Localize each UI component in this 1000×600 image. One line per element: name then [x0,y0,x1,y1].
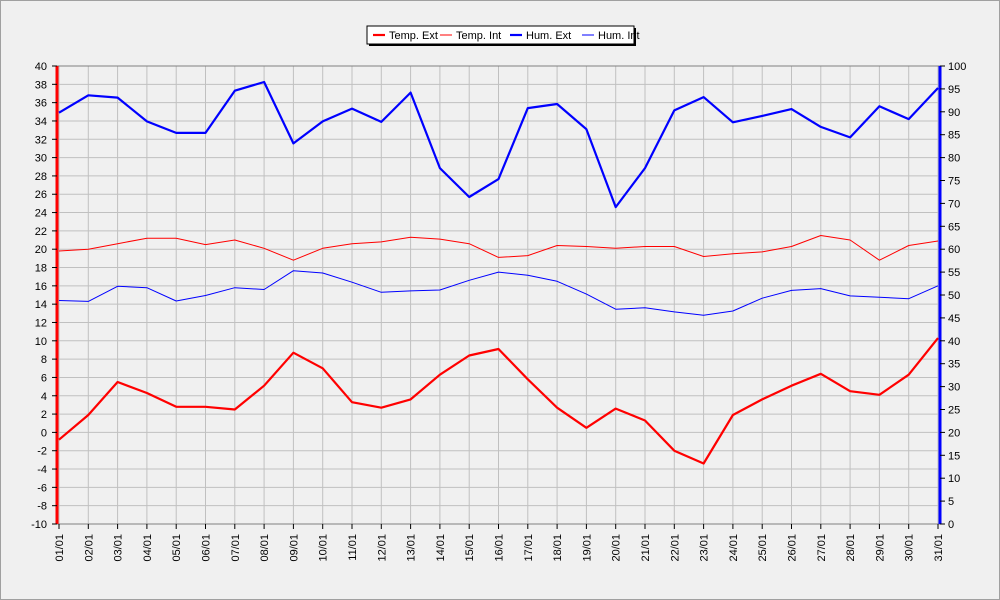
x-tick-label-26: 27/01 [816,534,828,562]
right-tick-label-0: 100 [948,61,966,73]
legend-label-3: Hum. Int [598,30,640,42]
chart-legend: Temp. Ext Temp. Int Hum. Ext Hum. Int [366,25,640,46]
x-tick-label-6: 07/01 [230,534,242,562]
left-tick-label-7: 26 [35,189,47,201]
left-tick-label-5: 30 [35,153,47,165]
series-line-2 [58,80,939,209]
right-tick-label-6: 70 [948,198,960,210]
left-tick-label-12: 16 [35,281,47,293]
x-tick-label-22: 23/01 [699,534,711,562]
right-tick-label-5: 75 [948,176,960,188]
x-tick-label-8: 09/01 [288,534,300,562]
left-tick-label-20: 0 [41,427,47,439]
series-line-0 [58,337,939,465]
right-tick-label-4: 80 [948,153,960,165]
left-tick-label-14: 12 [35,317,47,329]
right-tick-label-3: 85 [948,130,960,142]
grid-lines [57,65,940,525]
x-tick-label-17: 18/01 [552,534,564,562]
x-tick-label-5: 06/01 [201,534,213,562]
right-tick-label-12: 40 [948,336,960,348]
x-tick-label-15: 16/01 [494,534,506,562]
right-tick-label-8: 60 [948,244,960,256]
right-tick-label-11: 45 [948,313,960,325]
left-axis-ticks: 4038363432302826242220181614121086420-2-… [31,61,57,531]
x-tick-label-19: 20/01 [611,534,623,562]
right-tick-label-9: 55 [948,267,960,279]
left-tick-label-16: 8 [41,354,47,366]
x-tick-label-29: 30/01 [904,534,916,562]
legend-box [366,25,635,45]
right-tick-label-1: 95 [948,84,960,96]
legend-label-1: Temp. Int [456,30,501,42]
left-tick-label-21: -2 [37,446,47,458]
x-tick-label-1: 02/01 [83,534,95,562]
right-tick-label-20: 0 [948,519,954,531]
left-tick-label-3: 34 [35,116,47,128]
left-tick-label-8: 24 [35,208,47,220]
right-tick-label-2: 90 [948,107,960,119]
left-tick-label-6: 28 [35,171,47,183]
series-lines [58,80,939,465]
legend-label-2: Hum. Ext [526,30,571,42]
left-tick-label-24: -8 [37,501,47,513]
right-tick-label-14: 30 [948,382,960,394]
left-tick-label-25: -10 [31,519,47,531]
x-tick-label-21: 22/01 [669,534,681,562]
left-tick-label-11: 18 [35,263,47,275]
left-tick-label-19: 2 [41,409,47,421]
x-tick-label-27: 28/01 [845,534,857,562]
left-tick-label-1: 38 [35,79,47,91]
right-tick-label-7: 65 [948,221,960,233]
right-axis-ticks: 1009590858075706560555045403530252015105… [940,61,966,531]
x-tick-label-3: 04/01 [142,534,154,562]
series-line-1 [58,235,939,261]
x-tick-label-4: 05/01 [171,534,183,562]
left-tick-label-17: 6 [41,372,47,384]
x-tick-label-20: 21/01 [640,534,652,562]
left-tick-label-0: 40 [35,61,47,73]
x-tick-label-25: 26/01 [787,534,799,562]
x-tick-label-12: 13/01 [406,534,418,562]
legend-label-0: Temp. Ext [389,30,438,42]
x-tick-label-7: 08/01 [259,534,271,562]
x-tick-label-16: 17/01 [523,534,535,562]
x-tick-label-0: 01/01 [54,534,66,562]
left-tick-label-9: 22 [35,226,47,238]
right-tick-label-13: 35 [948,359,960,371]
x-tick-label-18: 19/01 [581,534,593,562]
x-tick-label-13: 14/01 [435,534,447,562]
x-tick-label-10: 11/01 [347,534,359,561]
x-tick-label-23: 24/01 [728,534,740,562]
left-tick-label-15: 10 [35,336,47,348]
right-tick-label-10: 50 [948,290,960,302]
x-tick-label-11: 12/01 [376,534,388,562]
x-tick-label-24: 25/01 [757,534,769,562]
x-axis-ticks: 01/01 02/01 03/01 04/01 05/01 06/01 07/01 08/01… [54,524,945,562]
left-tick-label-18: 4 [41,391,47,403]
x-tick-label-14: 15/01 [464,534,476,562]
series-line-3 [58,270,939,316]
x-tick-label-2: 03/01 [113,534,125,562]
left-tick-label-23: -6 [37,482,47,494]
right-tick-label-18: 10 [948,473,960,485]
right-tick-label-15: 25 [948,405,960,417]
right-tick-label-17: 15 [948,450,960,462]
left-tick-label-22: -4 [37,464,47,476]
right-tick-label-19: 5 [948,496,954,508]
left-tick-label-10: 20 [35,244,47,256]
left-tick-label-4: 32 [35,134,47,146]
x-tick-label-30: 31/01 [933,534,945,562]
x-tick-label-28: 29/01 [874,534,886,562]
left-tick-label-2: 36 [35,98,47,110]
x-tick-label-9: 10/01 [318,534,330,562]
left-tick-label-13: 14 [35,299,47,311]
right-tick-label-16: 20 [948,427,960,439]
